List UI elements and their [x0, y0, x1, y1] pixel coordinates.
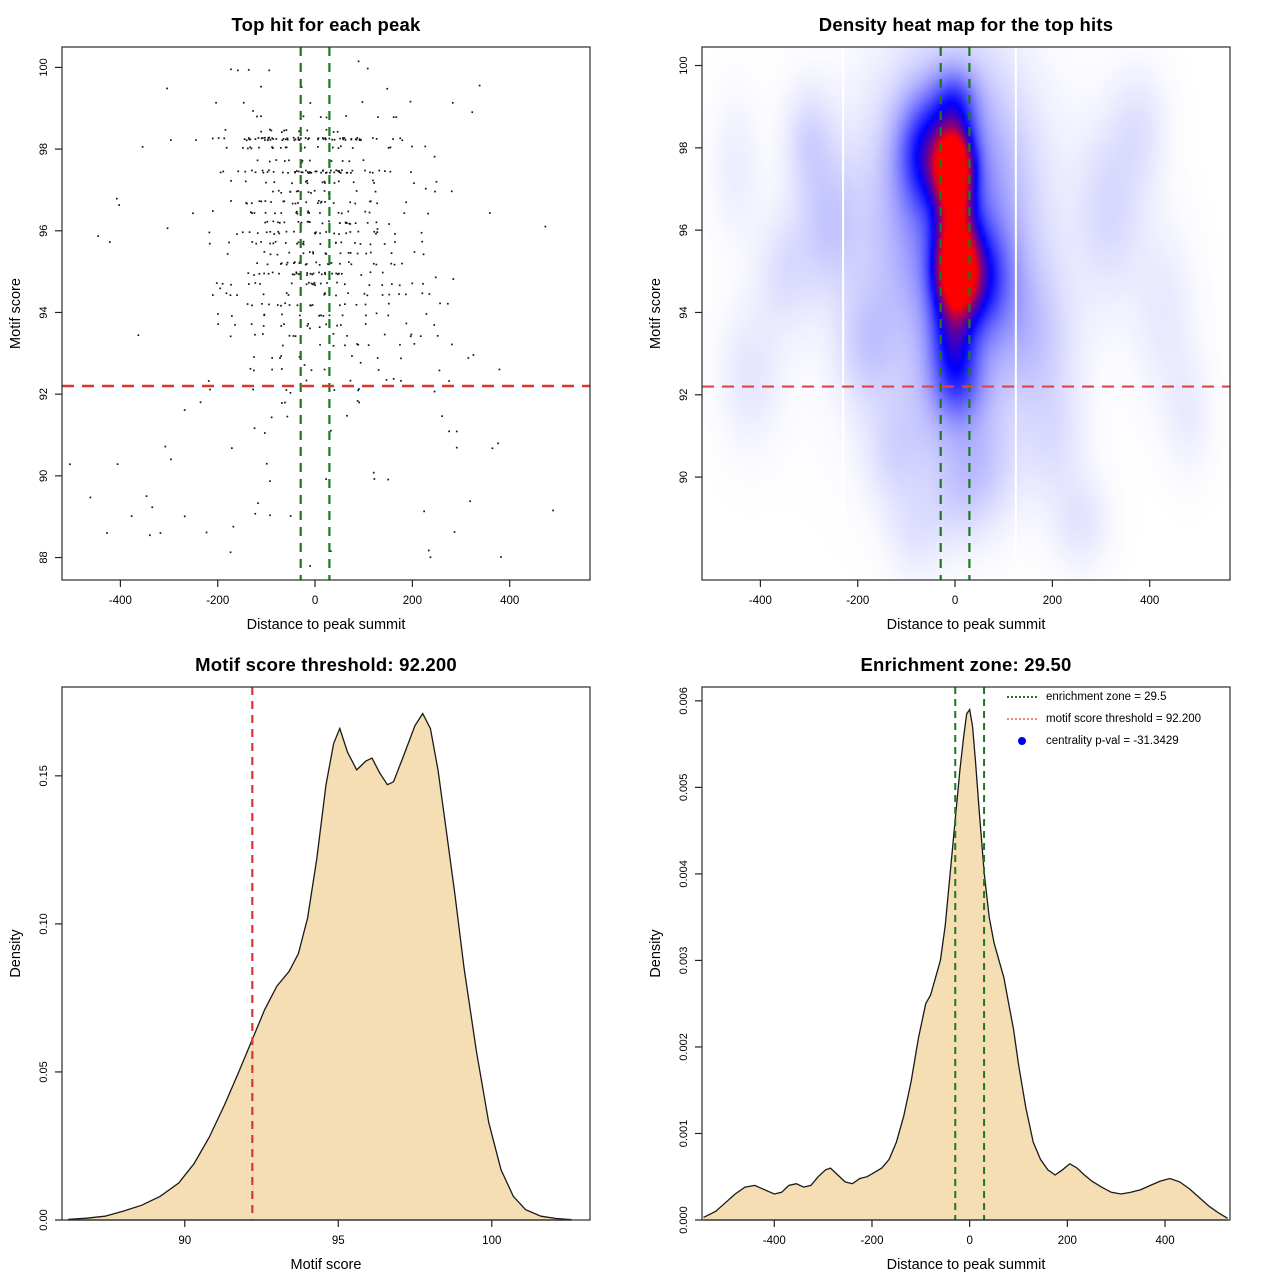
x-axis-tick-label: -200: [860, 1235, 883, 1247]
x-axis-tick-label: 0: [966, 1235, 972, 1247]
y-axis-tick-label: 0.00: [38, 1209, 50, 1230]
chart-title-motif-threshold: Motif score threshold: 92.200: [195, 654, 457, 675]
plot-border: [61, 686, 591, 1221]
centrality-pval-dot-icon: [1006, 737, 1038, 745]
motif-density-plot: 90 95 100 0.00 0.05 0.10 0.15 Motif score Densit…: [8, 686, 591, 1273]
chart-title-top-hits: Top hit for each peak: [231, 14, 421, 35]
y-axis-tick-label: 98: [38, 143, 50, 155]
x-axis-tick-label: -200: [206, 595, 229, 607]
x-axis-tick-label: 200: [1043, 595, 1062, 607]
legend-label-centrality-pval: centrality p-val = -31.3429: [1046, 735, 1179, 747]
plot-border: [701, 686, 1231, 1221]
x-axis-tick-label: -200: [846, 595, 869, 607]
x-axis-tick-label: 0: [952, 595, 958, 607]
y-axis-tick-label: 92: [678, 389, 690, 401]
legend-label-motif-threshold: motif score threshold = 92.200: [1046, 713, 1202, 725]
y-axis-tick-label: 0.005: [678, 774, 690, 802]
panel-density-heat-map: Density heat map for the top hits -400 -2…: [640, 0, 1280, 640]
chart-title-enrichment-zone: Enrichment zone: 29.50: [860, 654, 1072, 675]
density-fill: [703, 709, 1228, 1220]
density-curve: [68, 712, 572, 1221]
density-fill: [68, 713, 572, 1220]
y-axis-tick-label: 94: [38, 306, 50, 318]
y-axis-label: Motif score: [8, 278, 24, 349]
y-axis-tick-label: 0.10: [38, 913, 50, 934]
y-axis-tick-label: 90: [678, 471, 690, 483]
y-axis-tick-label: 88: [38, 551, 50, 563]
panel-motif-score-density: Motif score threshold: 92.200 90 95 100 0.0…: [0, 640, 640, 1280]
y-axis-tick-label: 94: [678, 306, 690, 318]
y-axis-tick-label: 90: [38, 470, 50, 482]
y-axis-tick-label: 0.002: [678, 1033, 690, 1061]
y-axis-label: Density: [648, 929, 664, 978]
y-axis-tick-label: 0.001: [678, 1120, 690, 1148]
legend-item-centrality-pval: centrality p-val = -31.3429: [1006, 730, 1201, 752]
x-axis-tick-label: 400: [1155, 1235, 1174, 1247]
y-axis-tick-label: 0.05: [38, 1061, 50, 1082]
y-axis-tick-label: 0.004: [678, 860, 690, 888]
legend-label-enrichment-zone: enrichment zone = 29.5: [1046, 691, 1167, 703]
scatter-plot: -400 -200 0 200 400 88 90 92 94 96 98 100 Distance t…: [8, 46, 591, 633]
distance-density-plot: -400 -200 0 200 400 0.000 0.001 0.002 0.003 0.004…: [648, 686, 1231, 1273]
y-axis-tick-label: 100: [38, 58, 50, 76]
x-axis-tick-label: 90: [178, 1235, 191, 1247]
legend-item-enrichment-zone: enrichment zone = 29.5: [1006, 686, 1201, 708]
motif-threshold-line-icon: [1006, 718, 1038, 720]
x-axis-tick-label: -400: [109, 595, 132, 607]
x-axis-tick-label: 0: [312, 595, 318, 607]
plot-border: [701, 46, 1231, 581]
x-axis-tick-label: 95: [332, 1235, 345, 1247]
legend: enrichment zone = 29.5 motif score thres…: [1006, 686, 1201, 752]
y-axis-tick-label: 98: [678, 142, 690, 154]
y-axis-label: Density: [8, 929, 24, 978]
y-axis-tick-label: 96: [678, 224, 690, 236]
legend-item-motif-threshold: motif score threshold = 92.200: [1006, 708, 1201, 730]
y-axis-tick-label: 0.006: [678, 687, 690, 715]
x-axis-tick-label: 200: [1058, 1235, 1077, 1247]
enrichment-zone-line-icon: [1006, 696, 1038, 698]
y-axis-tick-label: 0.000: [678, 1206, 690, 1234]
x-axis-label: Distance to peak summit: [887, 617, 1046, 633]
x-axis-tick-label: 200: [403, 595, 422, 607]
y-axis-tick-label: 0.003: [678, 947, 690, 975]
y-axis-tick-label: 0.15: [38, 765, 50, 786]
y-axis-tick-label: 96: [38, 225, 50, 237]
heat-map-canvas: [702, 47, 1230, 580]
panel-enrichment-zone-density: Enrichment zone: 29.50 -400 -200 0 200 400 0.…: [640, 640, 1280, 1280]
y-axis-tick-label: 100: [678, 56, 690, 74]
panel-top-hit-scatter: Top hit for each peak -400 -200 0 200 400 88 9…: [0, 0, 640, 640]
density-curve: [703, 707, 1228, 1219]
x-axis-tick-label: -400: [749, 595, 772, 607]
x-axis-tick-label: 400: [1140, 595, 1159, 607]
scatter-points: [69, 60, 554, 567]
y-axis-label: Motif score: [648, 278, 664, 349]
x-axis-tick-label: 400: [500, 595, 519, 607]
y-axis-tick-label: 92: [38, 388, 50, 400]
x-axis-label: Distance to peak summit: [247, 617, 406, 633]
plot-border: [61, 46, 591, 581]
heat-map-plot: -400 -200 0 200 400 90 92 94 96 98 100 Distance to …: [648, 46, 1231, 633]
x-axis-tick-label: 100: [482, 1235, 501, 1247]
chart-title-heat-map: Density heat map for the top hits: [818, 14, 1114, 35]
x-axis-label: Distance to peak summit: [887, 1257, 1046, 1273]
x-axis-label: Motif score: [291, 1257, 362, 1273]
x-axis-tick-label: -400: [763, 1235, 786, 1247]
